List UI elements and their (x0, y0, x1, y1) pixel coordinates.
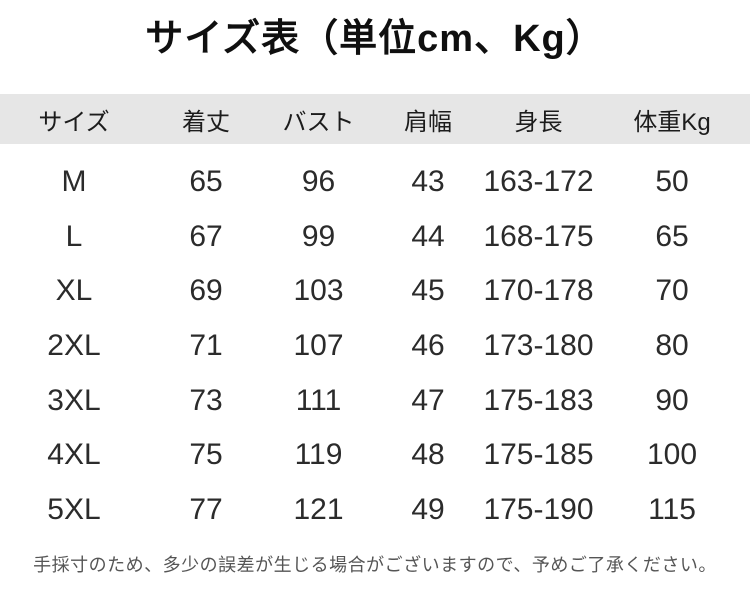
size-label-cell: L (65, 219, 83, 253)
table-cell: 46 (411, 329, 445, 363)
table-cell: 173-180 (483, 329, 594, 363)
table-cell: 71 (189, 329, 223, 363)
table-cell: 121 (293, 492, 344, 526)
table-row: M 65 96 43 163-172 50 (0, 155, 750, 210)
table-cell: 65 (189, 165, 223, 199)
table-cell: 77 (189, 492, 223, 526)
table-body: M 65 96 43 163-172 50 L 67 99 44 168-175 65 XL 69 103 4… (0, 144, 750, 537)
table-cell: 175-190 (483, 492, 594, 526)
table-cell: 115 (648, 492, 696, 526)
table-cell: 44 (411, 219, 445, 253)
size-label-cell: M (61, 165, 87, 199)
column-header: 肩幅 (404, 108, 452, 136)
table-cell: 75 (189, 438, 223, 472)
table-cell: 80 (655, 329, 689, 363)
table-cell: 69 (189, 274, 223, 308)
table-cell: 47 (411, 383, 445, 417)
table-cell: 103 (293, 274, 344, 308)
table-cell: 99 (301, 219, 336, 253)
table-header-row: サイズ 着丈 バスト 肩幅 身長 体重Kg (0, 94, 750, 144)
table-cell: 175-183 (483, 383, 594, 417)
size-label-cell: XL (55, 274, 93, 308)
table-cell: 73 (189, 383, 223, 417)
table-cell: 107 (293, 329, 344, 363)
table-cell: 100 (646, 438, 698, 472)
table-cell: 119 (294, 438, 343, 472)
size-label-cell: 4XL (47, 438, 101, 472)
measurement-note: 手採寸のため、多少の誤差が生じる場合がございますので、予めご了承ください。 (33, 555, 717, 576)
table-cell: 111 (295, 383, 342, 417)
table-row: L 67 99 44 168-175 65 (0, 210, 750, 265)
table-cell: 50 (655, 165, 689, 199)
size-label-cell: 2XL (47, 329, 101, 363)
table-row: 5XL 77 121 49 175-190 115 (0, 483, 750, 538)
table-cell: 45 (411, 274, 445, 308)
column-header: 着丈 (182, 108, 230, 136)
table-cell: 163-172 (483, 165, 594, 199)
size-label-cell: 5XL (47, 492, 101, 526)
table-cell: 168-175 (483, 219, 594, 253)
table-cell: 65 (655, 219, 689, 253)
table-row: 3XL 73 111 47 175-183 90 (0, 373, 750, 428)
table-row: XL 69 103 45 170-178 70 (0, 264, 750, 319)
table-cell: 175-185 (483, 438, 594, 472)
page-title: サイズ表（単位cm、Kg） (145, 18, 605, 60)
column-header: 体重Kg (633, 108, 711, 136)
table-cell: 49 (411, 492, 445, 526)
column-header: 身長 (514, 108, 563, 136)
table-row: 2XL 71 107 46 173-180 80 (0, 319, 750, 374)
table-cell: 70 (655, 274, 689, 308)
table-row: 4XL 75 119 48 175-185 100 (0, 428, 750, 483)
table-cell: 96 (301, 165, 336, 199)
column-header: サイズ (38, 108, 110, 136)
table-cell: 90 (655, 383, 689, 417)
table-cell: 67 (189, 219, 223, 253)
size-label-cell: 3XL (47, 383, 101, 417)
column-header: バスト (282, 108, 355, 136)
table-cell: 43 (411, 165, 445, 199)
table-cell: 48 (411, 438, 445, 472)
size-table: サイズ 着丈 バスト 肩幅 身長 体重Kg M 65 96 43 163-172 50 L 67 99 44… (0, 94, 750, 537)
table-cell: 170-178 (483, 274, 594, 308)
